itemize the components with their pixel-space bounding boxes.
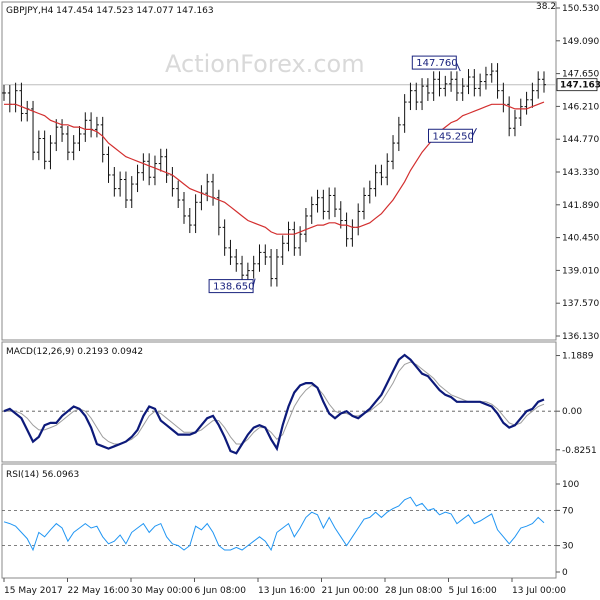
annotation-label: 138.650 (213, 282, 254, 293)
x-tick-label: 22 May 16:00 (68, 586, 130, 596)
price-header: GBPJPY,H4 147.454 147.523 147.077 147.16… (6, 6, 214, 16)
watermark: ActionForex.com (165, 50, 365, 78)
price-y-tick-label: 147.650 (562, 70, 599, 80)
current-price-label: 147.163 (560, 81, 600, 91)
macd-y-axis: 1.1889 0.00 -0.8251 (556, 352, 597, 456)
macd-signal-line (4, 361, 545, 445)
rsi-line (3, 496, 545, 552)
annotation-label: 145.250 (433, 131, 474, 142)
price-y-tick-label: 149.090 (562, 37, 599, 47)
rsi-panel-frame (1, 463, 557, 579)
rsi-y-axis: 100 70 30 0 (556, 480, 579, 578)
price-y-tick-label: 141.890 (562, 201, 599, 211)
current-price-box (556, 78, 598, 92)
macd-panel-frame (1, 341, 557, 463)
x-tick-label: 30 May 00:00 (131, 586, 193, 596)
annotation-box (208, 279, 254, 294)
price-y-tick-label: 144.770 (562, 135, 599, 145)
x-tick-label: 13 Jun 16:00 (258, 586, 315, 596)
macd-header: MACD(12,26,9) 0.2193 0.0942 (6, 347, 143, 357)
annotation-box (428, 128, 473, 143)
x-tick-label: 6 Jun 08:00 (195, 586, 247, 596)
macd-series (3, 353, 545, 455)
price-annotations: 147.760 145.250 138.650 (208, 55, 477, 294)
macd-line (3, 353, 545, 455)
annotation-label: 147.760 (416, 58, 457, 69)
annotation-leader (455, 62, 461, 72)
annotation-leader (472, 128, 477, 137)
moving-average-line (4, 101, 545, 235)
rsi-y-tick-label: 0 (562, 568, 568, 578)
x-tick-label: 13 Jul 00:00 (512, 586, 566, 596)
price-y-tick-label: 150.530 (562, 4, 599, 14)
rsi-y-tick-label: 30 (562, 542, 574, 552)
price-y-tick-label: 143.330 (562, 168, 599, 178)
price-y-tick-label: 140.450 (562, 234, 599, 244)
x-axis: 15 May 2017 22 May 16:00 30 May 00:00 6 Jun… (3, 578, 566, 596)
price-y-tick-label: 136.130 (562, 332, 599, 342)
price-y-tick-label: 146.210 (562, 102, 599, 112)
x-tick-label: 21 Jun 00:00 (322, 586, 379, 596)
rsi-y-tick-label: 100 (562, 480, 579, 490)
macd-y-tick-label: -0.8251 (562, 446, 597, 456)
top-clip-label: 38.2 (536, 2, 556, 12)
price-panel-frame (1, 1, 557, 341)
x-tick-label: 5 Jul 16:00 (449, 586, 498, 596)
x-tick-label: 28 Jun 08:00 (385, 586, 442, 596)
rsi-grid (2, 509, 556, 546)
rsi-series (3, 496, 545, 552)
price-y-axis: 150.530 149.090 147.650 146.210 144.770 143.3… (556, 4, 600, 342)
macd-y-tick-label: 0.00 (562, 407, 582, 417)
rsi-y-tick-label: 70 (562, 506, 574, 516)
macd-y-tick-label: 1.1889 (562, 352, 594, 362)
price-y-tick-label: 139.010 (562, 266, 599, 276)
annotation-box (411, 55, 457, 70)
rsi-header: RSI(14) 56.0963 (6, 470, 79, 480)
price-series (2, 63, 546, 287)
price-y-tick-label: 137.570 (562, 299, 599, 309)
x-tick-label: 15 May 2017 (4, 586, 63, 596)
